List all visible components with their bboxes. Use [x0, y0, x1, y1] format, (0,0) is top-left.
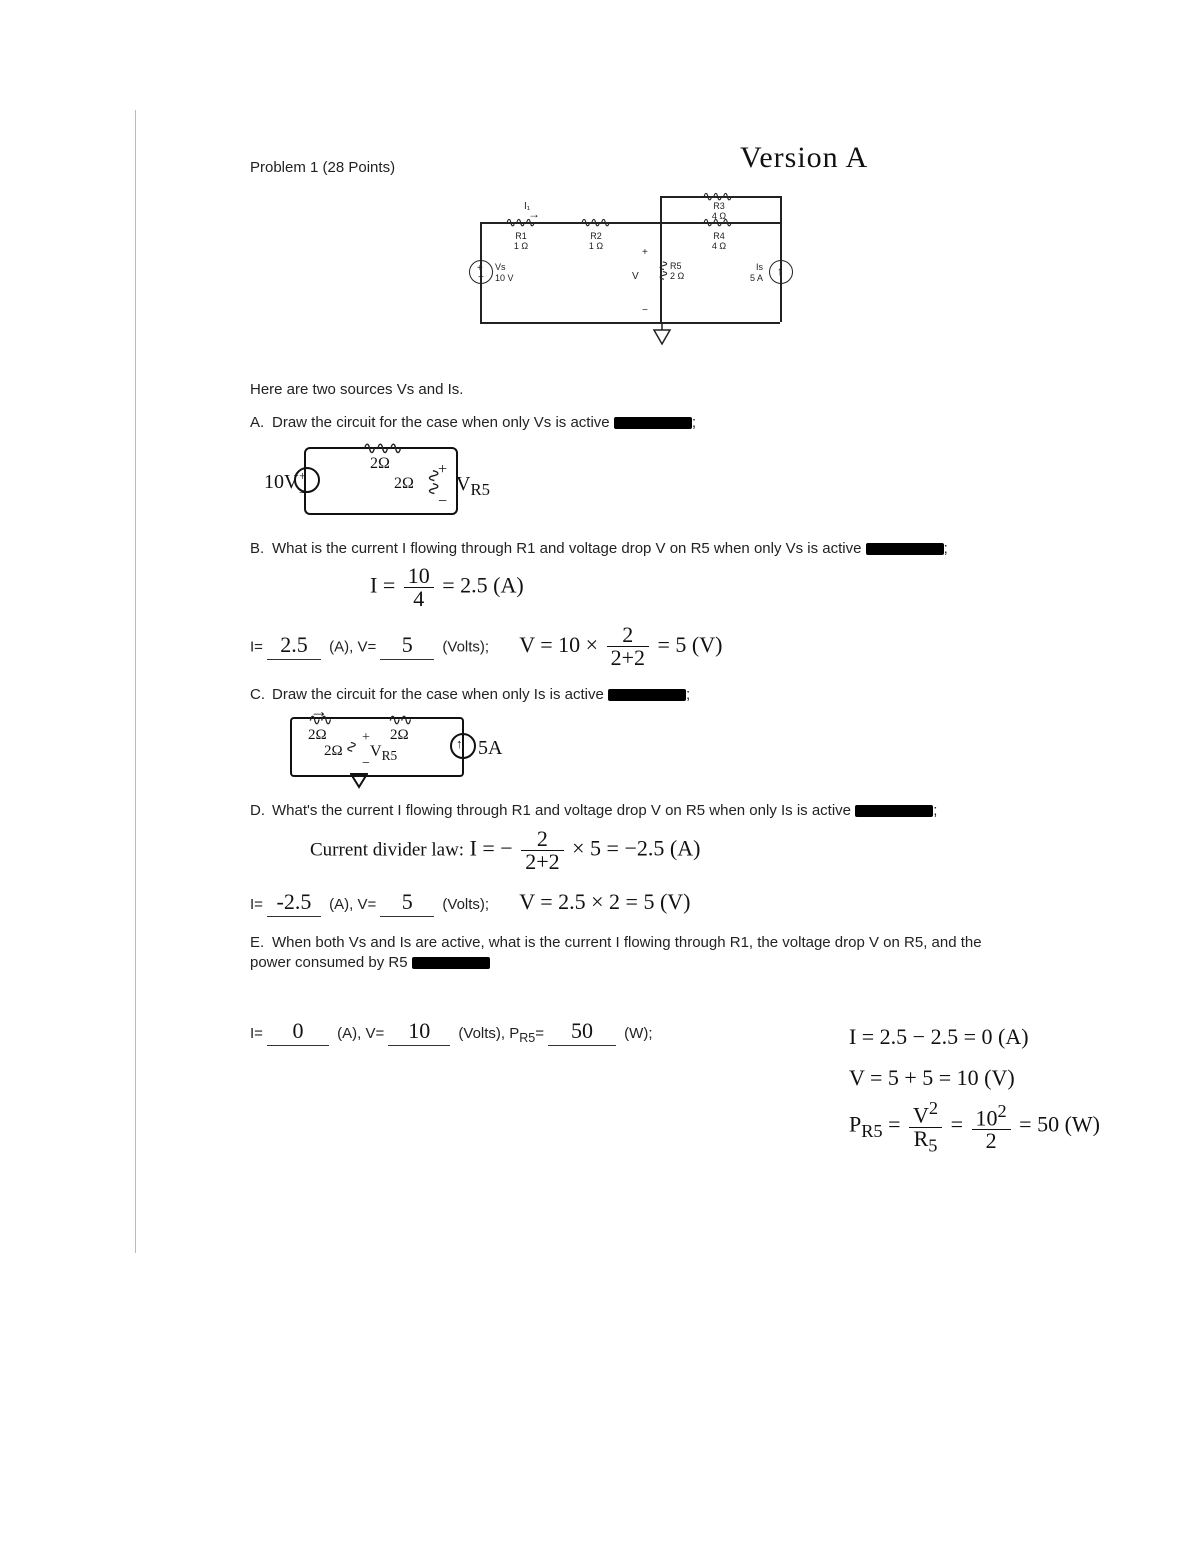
question-a: A.Draw the circuit for the case when onl… — [250, 413, 1010, 433]
is-label: Is5 A — [750, 262, 763, 283]
work-e: I = 2.5 − 2.5 = 0 (A) V = 5 + 5 = 10 (V)… — [849, 1016, 1100, 1155]
r5-label: R52 Ω — [670, 262, 696, 282]
redaction — [866, 543, 944, 555]
sketch-c: → ∿∿ 2Ω ∿∿ 2Ω ∿ 2Ω + − VR5 ↑ 5A — [270, 711, 550, 791]
question-d: D.What's the current I flowing through R… — [250, 801, 1010, 821]
page: Version A Problem 1 (28 Points) ∿∿∿ R11 … — [0, 0, 1200, 1553]
is-symbol: ↑ — [769, 260, 793, 284]
answer-e: I=0 (A), V=10 (Volts), PR5=50 (W); I = 2… — [250, 1016, 1010, 1047]
main-circuit: ∿∿∿ R11 Ω ∿∿∿ R21 Ω ∿∿∿ R34 Ω ∿∿∿ R44 Ω … — [450, 192, 810, 362]
vs-symbol: + − — [469, 260, 493, 284]
work-d-v: V = 2.5 × 2 = 5 (V) — [519, 889, 690, 914]
answer-b: I=2.5 (A), V=5 (Volts); V = 10 × 22+2 = … — [250, 624, 1010, 669]
question-b: B.What is the current I flowing through … — [250, 539, 1010, 559]
answer-d: I=-2.5 (A), V=5 (Volts); V = 2.5 × 2 = 5… — [250, 887, 1010, 918]
redaction — [608, 689, 686, 701]
work-e-i: I = 2.5 − 2.5 = 0 (A) — [849, 1016, 1100, 1058]
work-b-i: I = 104 = 2.5 (A) — [370, 565, 1010, 610]
question-c: C.Draw the circuit for the case when onl… — [250, 685, 1010, 705]
intro-text: Here are two sources Vs and Is. — [250, 380, 1010, 400]
redaction — [614, 417, 692, 429]
ground-icon — [652, 322, 672, 346]
v-minus: − — [642, 304, 648, 318]
work-e-p: PR5 = V2R5 = 1022 = 50 (W) — [849, 1099, 1100, 1154]
r2-label: R21 Ω — [581, 232, 611, 252]
problem-header: Problem 1 (28 Points) — [250, 158, 1010, 178]
work-d-i: Current divider law: I = − 22+2 × 5 = −2… — [310, 828, 1010, 873]
vs-label: Vs10 V — [495, 262, 514, 283]
margin-rule — [135, 110, 136, 1253]
v-plus: + — [642, 246, 648, 260]
version-label: Version A — [740, 138, 868, 179]
question-e: E.When both Vs and Is are active, what i… — [250, 933, 1010, 974]
i-arrow-label: I₁ — [524, 200, 530, 214]
redaction — [412, 957, 490, 969]
v-label: V — [632, 270, 639, 284]
sketch-a-out: VR5 — [456, 471, 490, 502]
r4-label: R44 Ω — [704, 232, 734, 252]
work-b-v: V = 10 × 22+2 = 5 (V) — [519, 632, 722, 657]
sketch-a: ∿∿∿ 2Ω ∿∿ 2Ω +− 10V + − VR5 — [270, 439, 510, 529]
redaction — [855, 805, 933, 817]
r1-label: R11 Ω — [506, 232, 536, 252]
content: Version A Problem 1 (28 Points) ∿∿∿ R11 … — [250, 158, 1010, 1063]
work-e-v: V = 5 + 5 = 10 (V) — [849, 1057, 1100, 1099]
